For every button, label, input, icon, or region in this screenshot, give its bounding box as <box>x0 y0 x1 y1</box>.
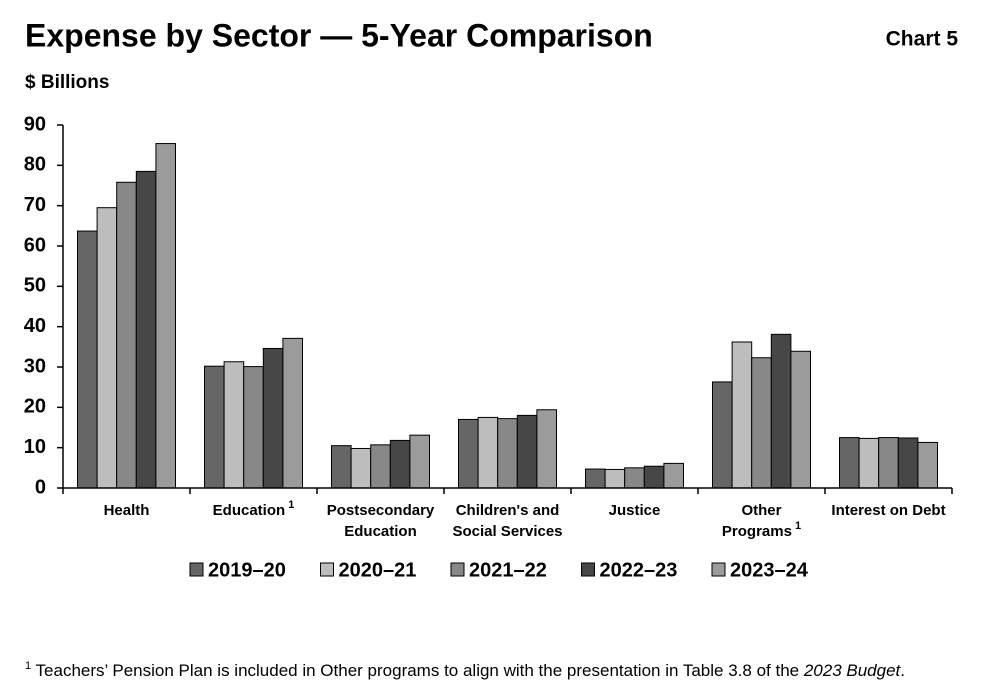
x-tick-label: Other Programs 1 <box>722 502 801 540</box>
y-tick-label: 10 <box>24 436 46 458</box>
bar <box>135 170 157 489</box>
bar <box>790 350 812 489</box>
bar <box>536 409 558 489</box>
bar <box>370 444 391 489</box>
y-tick-label: 0 <box>35 476 46 498</box>
bar <box>477 416 499 489</box>
bar <box>223 361 245 489</box>
y-tick-label: 60 <box>24 234 46 256</box>
y-tick-label: 70 <box>24 194 46 216</box>
y-tick-label: 20 <box>24 396 46 418</box>
chart-title: Expense by Sector — 5-Year Comparison <box>25 17 653 53</box>
legend-label: 2020–21 <box>339 559 417 581</box>
y-tick-label: 50 <box>24 275 46 297</box>
bar <box>917 441 939 489</box>
category-note: 1 <box>795 520 801 532</box>
y-tick-label: 80 <box>24 154 46 176</box>
x-tick-label: Education 1 <box>213 499 295 519</box>
footnote: 1 Teachers’ Pension Plan is included in … <box>25 660 905 681</box>
bar <box>262 347 284 489</box>
footnote-text: Teachers’ Pension Plan is included in Ot… <box>31 661 804 680</box>
bar <box>858 437 880 489</box>
bar <box>604 468 626 489</box>
bar <box>204 365 225 489</box>
bar <box>516 414 538 489</box>
bar <box>643 465 665 489</box>
legend-swatch <box>711 562 726 577</box>
category-note: 1 <box>288 499 294 511</box>
bar <box>458 418 479 489</box>
bar <box>839 437 860 489</box>
bar <box>878 437 899 489</box>
x-tick-label: Justice <box>609 502 661 519</box>
legend-label: 2019–20 <box>208 559 286 581</box>
legend-swatch <box>450 562 465 577</box>
y-tick-label: 30 <box>24 355 46 377</box>
bar <box>770 333 792 489</box>
x-tick-label: Children's and Social Services <box>452 502 562 540</box>
bar <box>116 181 137 489</box>
legend-swatch <box>189 562 204 577</box>
bar <box>624 467 645 489</box>
bar <box>409 434 430 489</box>
bar <box>712 381 733 489</box>
bar <box>243 366 264 489</box>
legend-label: 2021–22 <box>469 559 547 581</box>
bar <box>897 437 919 489</box>
bar <box>585 468 606 489</box>
x-tick-label: Postsecondary Education <box>327 502 435 540</box>
bar <box>331 445 352 489</box>
bar <box>663 462 685 489</box>
bar <box>350 447 372 489</box>
bar <box>497 418 518 489</box>
bar <box>96 207 118 489</box>
legend-label: 2023–24 <box>730 559 809 581</box>
legend-label: 2022–23 <box>600 559 678 581</box>
y-tick-label: 40 <box>24 315 46 337</box>
y-axis-label: $ Billions <box>25 72 109 93</box>
bar <box>155 143 176 489</box>
bar <box>389 439 411 489</box>
x-tick-label: Health <box>104 502 150 519</box>
y-tick-label: 90 <box>24 113 46 135</box>
legend-swatch <box>320 562 334 577</box>
legend-swatch <box>581 562 595 577</box>
footnote-end: . <box>900 661 905 680</box>
bar <box>751 357 772 489</box>
footnote-marker: 1 <box>25 660 31 672</box>
bar <box>731 341 753 489</box>
bar <box>282 337 303 489</box>
chart-label: Chart 5 <box>886 28 959 51</box>
footnote-emphasis: 2023 Budget <box>803 661 902 680</box>
x-tick-label: Interest on Debt <box>831 502 945 519</box>
bar <box>77 230 98 489</box>
